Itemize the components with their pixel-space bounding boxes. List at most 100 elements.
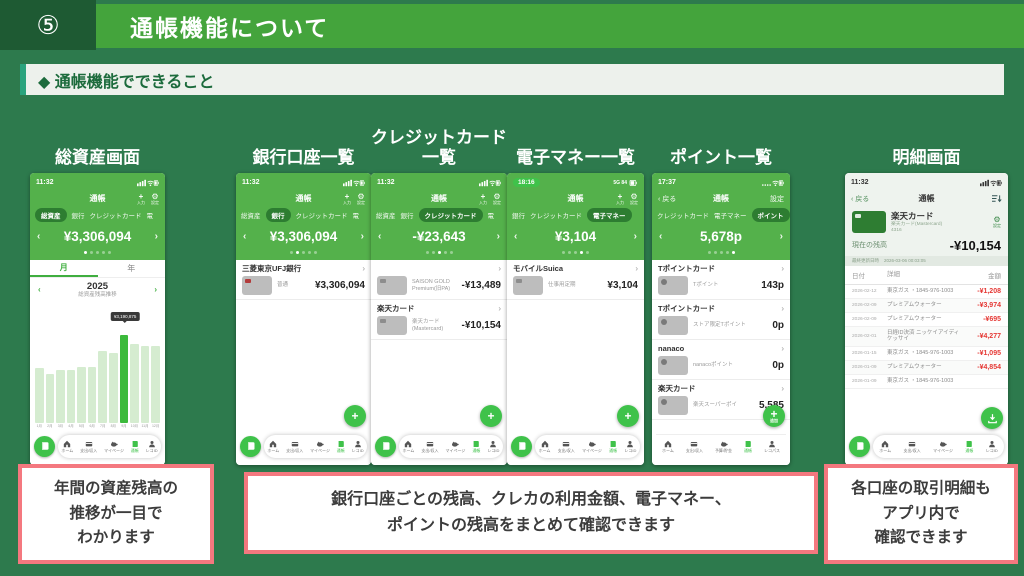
point-card-row[interactable]: nanaco › nanacoポイント 0p: [652, 340, 790, 380]
nav-passbook[interactable]: 通帳: [337, 440, 345, 453]
nav-passbook[interactable]: 通帳: [609, 440, 617, 453]
passbook-fab[interactable]: [375, 435, 396, 457]
tab-month[interactable]: 月: [30, 260, 98, 277]
prev-year-chevron-icon[interactable]: ‹: [38, 285, 41, 295]
add-entry-button[interactable]: + 入力: [479, 191, 487, 205]
tab-emoney-partial[interactable]: 電: [487, 213, 495, 220]
nav-budget-savings[interactable]: 予算/貯金: [715, 440, 732, 453]
passbook-fab[interactable]: [34, 435, 55, 457]
settings-button[interactable]: ⚙ 設定: [357, 191, 365, 205]
nav-mypage[interactable]: マイページ: [933, 440, 953, 453]
app-bar: ‹ 戻る 通帳: [845, 190, 1008, 207]
transaction-row[interactable]: 2026-01-15 東京ガス ・1845-976-1003 -¥1,095: [845, 347, 1008, 362]
passbook-fab[interactable]: [240, 435, 261, 457]
tab-emoney[interactable]: 電子マネー: [587, 208, 632, 222]
settings-button[interactable]: ⚙ 設定: [993, 215, 1001, 229]
tab-points[interactable]: ポイント: [751, 208, 790, 222]
nav-mypage[interactable]: マイページ: [446, 440, 465, 453]
nav-home[interactable]: ホーム: [267, 440, 279, 453]
nav-home[interactable]: ホーム: [662, 440, 674, 453]
nav-passbook[interactable]: 通帳: [965, 440, 973, 453]
tab-credit-card[interactable]: クレジットカード: [657, 213, 709, 220]
nav-income-expense[interactable]: 支出/収入: [421, 440, 439, 453]
passbook-fab[interactable]: [849, 435, 870, 457]
nav-account[interactable]: レコID: [146, 440, 158, 453]
point-card-row[interactable]: Tポイントカード › ストア限定Tポイント 0p: [652, 300, 790, 340]
nav-mypage[interactable]: マイページ: [310, 440, 330, 453]
nav-home[interactable]: ホーム: [61, 440, 73, 453]
tab-total-assets[interactable]: 総資産: [241, 213, 261, 220]
tab-credit-card[interactable]: クレジットカード: [530, 213, 582, 220]
import-fab[interactable]: [981, 407, 1003, 429]
add-entry-button[interactable]: + 入力: [343, 191, 351, 205]
nav-mypage[interactable]: マイページ: [582, 440, 602, 453]
settings-button[interactable]: ⚙ 設定: [630, 191, 638, 205]
tab-bank[interactable]: 銀行: [400, 213, 414, 220]
transaction-row[interactable]: 2026-02-09 プレミアムウォーター -¥695: [845, 313, 1008, 327]
prev-chevron-icon[interactable]: ‹: [37, 231, 41, 242]
nav-income-expense[interactable]: 支出/収入: [904, 440, 921, 453]
nav-income-expense[interactable]: 支出/収入: [686, 440, 703, 453]
transaction-row[interactable]: 2026-02-09 プレミアムウォーター -¥3,974: [845, 298, 1008, 313]
next-chevron-icon[interactable]: ›: [633, 231, 637, 242]
nav-income-expense[interactable]: 支出/収入: [80, 440, 97, 453]
next-chevron-icon[interactable]: ›: [496, 231, 500, 242]
emoney-row[interactable]: モバイルSuica › 仕事用定期 ¥3,104: [507, 260, 644, 300]
prev-chevron-icon[interactable]: ‹: [514, 231, 518, 242]
tab-emoney-partial[interactable]: 電: [352, 213, 360, 220]
nav-home[interactable]: ホーム: [403, 440, 414, 453]
transaction-row[interactable]: 2026-01-09 プレミアムウォーター -¥4,854: [845, 361, 1008, 376]
add-fab[interactable]: + 追加: [763, 405, 785, 427]
next-chevron-icon[interactable]: ›: [779, 231, 783, 242]
passbook-fab[interactable]: [511, 435, 532, 457]
nav-passbook[interactable]: 通帳: [472, 440, 480, 453]
add-fab[interactable]: +: [617, 405, 639, 427]
add-fab[interactable]: +: [344, 405, 366, 427]
next-chevron-icon[interactable]: ›: [154, 231, 158, 242]
nav-account[interactable]: レコID: [624, 440, 636, 453]
credit-card-row[interactable]: › SAISON GOLD Premium(旧PA) -¥13,489: [371, 260, 507, 300]
tab-emoney[interactable]: 電子マネー: [714, 213, 747, 220]
tab-bank[interactable]: 銀行: [512, 213, 525, 220]
settings-link[interactable]: 設定: [770, 195, 784, 203]
settings-button[interactable]: ⚙ 設定: [151, 191, 159, 205]
tab-total-assets[interactable]: 総資産: [35, 208, 67, 222]
transaction-row[interactable]: 2026-02-01 日経ID決済 ニッケイアイディケッサイ -¥4,277: [845, 326, 1008, 348]
tab-credit-card[interactable]: クレジットカード: [89, 213, 142, 220]
add-entry-button[interactable]: + 入力: [137, 191, 145, 205]
nav-account[interactable]: レコID: [487, 440, 499, 453]
tab-bank[interactable]: 銀行: [265, 208, 291, 222]
nav-passbook[interactable]: 通帳: [131, 440, 139, 453]
nav-home[interactable]: ホーム: [539, 440, 550, 453]
prev-chevron-icon[interactable]: ‹: [378, 231, 382, 242]
settings-button[interactable]: ⚙ 設定: [493, 191, 501, 205]
back-button[interactable]: ‹ 戻る: [658, 195, 677, 203]
next-year-chevron-icon[interactable]: ›: [154, 285, 157, 295]
sort-icon[interactable]: [991, 190, 1002, 208]
nav-home[interactable]: ホーム: [879, 440, 891, 453]
tab-year[interactable]: 年: [127, 264, 136, 273]
add-entry-button[interactable]: + 入力: [616, 191, 624, 205]
tab-emoney-partial[interactable]: 電: [146, 213, 154, 220]
nav-passbook[interactable]: 通帳: [744, 440, 752, 453]
transaction-row[interactable]: 2026-02-12 東京ガス ・1845-976-1003 -¥1,208: [845, 285, 1008, 299]
tab-total-assets[interactable]: 総資産: [376, 213, 396, 220]
nav-account[interactable]: レコID: [352, 440, 364, 453]
tab-bank[interactable]: 銀行: [71, 213, 85, 220]
nav-mypage[interactable]: マイページ: [104, 440, 124, 453]
add-fab[interactable]: +: [480, 405, 502, 427]
credit-card-row[interactable]: 楽天カード › 楽天カード (Mastercard) -¥10,154: [371, 300, 507, 340]
transaction-row[interactable]: 2026-01-09 東京ガス ・1845-976-1003: [845, 375, 1008, 390]
nav-account[interactable]: レコパス: [764, 440, 780, 453]
prev-chevron-icon[interactable]: ‹: [659, 231, 663, 242]
nav-income-expense[interactable]: 支出/収入: [558, 440, 575, 453]
tab-credit-card[interactable]: クレジットカード: [418, 208, 483, 222]
bank-account-row[interactable]: 三菱東京UFJ銀行 › 普通 ¥3,306,094: [236, 260, 371, 300]
next-chevron-icon[interactable]: ›: [360, 231, 364, 242]
back-button[interactable]: ‹ 戻る: [851, 195, 870, 203]
point-card-row[interactable]: Tポイントカード › Tポイント 143p: [652, 260, 790, 300]
prev-chevron-icon[interactable]: ‹: [243, 231, 247, 242]
tab-credit-card[interactable]: クレジットカード: [295, 213, 348, 220]
nav-income-expense[interactable]: 支出/収入: [286, 440, 303, 453]
nav-account[interactable]: レコID: [986, 440, 998, 453]
